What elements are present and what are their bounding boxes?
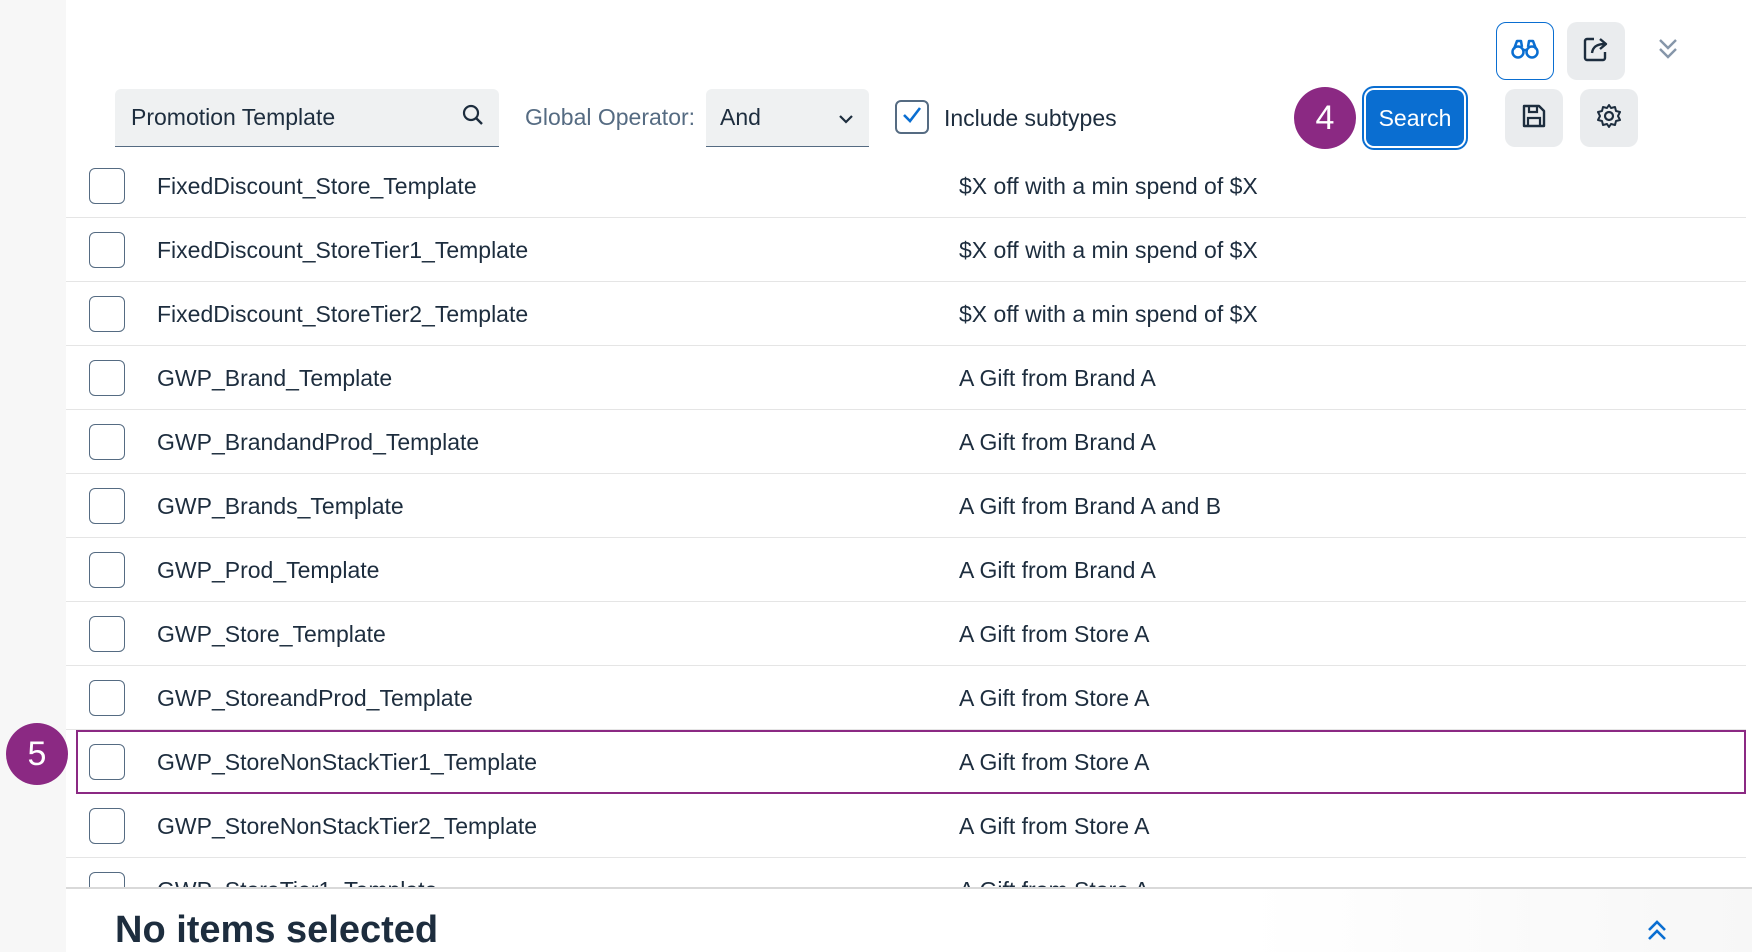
save-button[interactable] — [1505, 89, 1563, 147]
search-field[interactable] — [115, 89, 499, 147]
row-name[interactable]: GWP_Brands_Template — [157, 493, 404, 519]
row-checkbox[interactable] — [89, 872, 125, 887]
table-row[interactable]: GWP_Brand_Template A Gift from Brand A — [66, 346, 1746, 410]
row-description: $X off with a min spend of $X — [959, 173, 1258, 199]
chevron-double-down-icon — [1657, 36, 1679, 67]
row-name[interactable]: GWP_Prod_Template — [157, 557, 380, 583]
binoculars-icon — [1510, 37, 1540, 66]
table-row[interactable]: GWP_StoreNonStackTier2_Template A Gift fr… — [66, 794, 1746, 858]
include-subtypes-checkbox[interactable] — [895, 100, 929, 134]
row-checkbox[interactable] — [89, 808, 125, 844]
search-button[interactable]: Search — [1366, 90, 1464, 146]
row-checkbox[interactable] — [89, 360, 125, 396]
chevron-double-up-icon — [1644, 920, 1670, 947]
checkmark-icon — [901, 105, 923, 130]
row-checkbox[interactable] — [89, 232, 125, 268]
share-button[interactable] — [1567, 22, 1625, 80]
row-checkbox[interactable] — [89, 680, 125, 716]
table-row[interactable]: GWP_Prod_Template A Gift from Brand A — [66, 538, 1746, 602]
row-checkbox[interactable] — [89, 488, 125, 524]
row-checkbox[interactable] — [89, 616, 125, 652]
row-checkbox[interactable] — [89, 296, 125, 332]
step-callout-5: 5 — [6, 723, 68, 785]
save-icon — [1520, 102, 1548, 135]
table-row[interactable]: FixedDiscount_StoreTier1_Template $X off … — [66, 218, 1746, 282]
chevron-down-icon — [837, 104, 855, 131]
binoculars-button[interactable] — [1496, 22, 1554, 80]
expand-header-button[interactable] — [1648, 31, 1688, 71]
global-operator-select[interactable]: And — [706, 89, 869, 147]
row-description: A Gift from Brand A and B — [959, 493, 1222, 519]
include-subtypes-label: Include subtypes — [944, 105, 1117, 131]
row-description: A Gift from Store A — [959, 685, 1150, 711]
table-row[interactable]: FixedDiscount_StoreTier2_Template $X off … — [66, 282, 1746, 346]
row-checkbox[interactable] — [89, 168, 125, 204]
row-name[interactable]: GWP_StoreTier1_Template — [157, 877, 437, 887]
results-table: FixedDiscount_Store_Template $X off with … — [0, 154, 1752, 887]
row-description: A Gift from Store A — [959, 749, 1150, 775]
row-name[interactable]: GWP_Store_Template — [157, 621, 386, 647]
share-icon — [1582, 35, 1610, 68]
row-description: A Gift from Brand A — [959, 557, 1156, 583]
table-row[interactable]: GWP_StoreNonStackTier1_Template A Gift fr… — [76, 730, 1746, 794]
table-row[interactable]: FixedDiscount_Store_Template $X off with … — [66, 154, 1746, 218]
row-name[interactable]: GWP_BrandandProd_Template — [157, 429, 480, 455]
row-description: A Gift from Store A — [959, 621, 1150, 647]
table-row[interactable]: GWP_Store_Template A Gift from Store A — [66, 602, 1746, 666]
row-name[interactable]: FixedDiscount_Store_Template — [157, 173, 477, 199]
row-checkbox[interactable] — [89, 552, 125, 588]
step-callout-4: 4 — [1294, 87, 1356, 149]
global-operator-value: And — [720, 104, 761, 130]
row-description: A Gift from Brand A — [959, 365, 1156, 391]
settings-button[interactable] — [1580, 89, 1638, 147]
table-row[interactable]: GWP_StoreandProd_Template A Gift from Sto… — [66, 666, 1746, 730]
row-description: A Gift from Store A — [959, 813, 1150, 839]
row-description: $X off with a min spend of $X — [959, 301, 1258, 327]
global-operator-label: Global Operator: — [525, 104, 696, 130]
selection-status-title: No items selected — [115, 909, 439, 951]
row-description: $X off with a min spend of $X — [959, 237, 1258, 263]
table-row[interactable]: GWP_BrandandProd_Template A Gift from Bra… — [66, 410, 1746, 474]
row-name[interactable]: GWP_StoreandProd_Template — [157, 685, 473, 711]
table-row[interactable]: GWP_Brands_Template A Gift from Brand A a… — [66, 474, 1746, 538]
collapse-footer-button[interactable] — [1644, 917, 1674, 947]
search-icon[interactable] — [461, 103, 485, 132]
row-name[interactable]: FixedDiscount_StoreTier1_Template — [157, 237, 529, 263]
selection-footer: No items selected — [66, 887, 1752, 952]
row-name[interactable]: GWP_StoreNonStackTier2_Template — [157, 813, 538, 839]
row-name[interactable]: GWP_Brand_Template — [157, 365, 393, 391]
row-checkbox[interactable] — [89, 744, 125, 780]
row-name[interactable]: GWP_StoreNonStackTier1_Template — [157, 749, 538, 775]
settings-icon — [1595, 102, 1623, 135]
row-checkbox[interactable] — [89, 424, 125, 460]
row-name[interactable]: FixedDiscount_StoreTier2_Template — [157, 301, 529, 327]
search-input[interactable] — [129, 103, 461, 132]
main-panel — [66, 0, 1752, 950]
row-description: A Gift from Store A — [959, 877, 1149, 887]
table-row[interactable]: GWP_StoreTier1_Template A Gift from Store… — [66, 858, 1746, 887]
row-description: A Gift from Brand A — [959, 429, 1156, 455]
